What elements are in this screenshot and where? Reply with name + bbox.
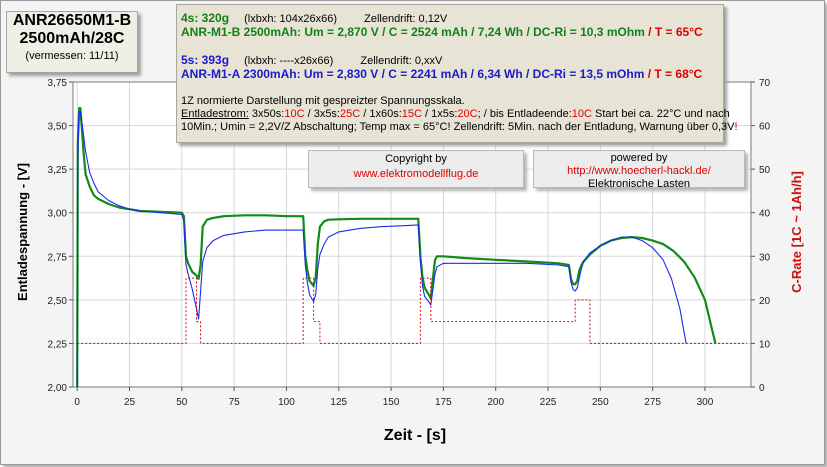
rate-10c: 10C bbox=[284, 108, 305, 120]
powered-label: powered by bbox=[610, 152, 668, 164]
y2-tick-label: 10 bbox=[759, 339, 771, 350]
x-tick-label: 175 bbox=[435, 397, 452, 408]
info-row-4: ANR-M1-A 2300mAh: Um = 2,830 V / C = 224… bbox=[181, 68, 702, 80]
title-line2: 2500mAh/28C bbox=[19, 30, 125, 47]
x-tick-label: 50 bbox=[176, 397, 188, 408]
series-line-c-rate bbox=[77, 277, 747, 344]
x-tick-label: 125 bbox=[330, 397, 347, 408]
pack-b-drift: Zellendrift: 0,12V bbox=[364, 13, 448, 25]
powered-box: powered by http://www.hoecherl-hackl.de/… bbox=[533, 150, 745, 190]
pack-b-weight: 4s: 320g bbox=[181, 11, 230, 25]
info-row-6: Entladestrom: 3x50s:10C / 3x5s:25C / 1x6… bbox=[181, 108, 730, 120]
start-temp: Start bei ca. 22°C und nach bbox=[591, 108, 730, 120]
copyright-url[interactable]: www.elektromodellflug.de bbox=[353, 168, 479, 180]
x-tick-label: 225 bbox=[540, 397, 557, 408]
info-box: 4s: 320g (lxbxh: 104x26x66) Zellendrift:… bbox=[176, 4, 738, 143]
x-tick-label: 300 bbox=[697, 397, 714, 408]
copyright-label: Copyright by bbox=[385, 153, 447, 165]
copyright-box: Copyright by www.elektromodellflug.de bbox=[308, 150, 524, 188]
pack-b-stats: ANR-M1-B 2500mAh: Um = 2,870 V / C = 252… bbox=[181, 25, 645, 39]
y2-tick-label: 0 bbox=[759, 383, 765, 394]
y-tick-label: 3,50 bbox=[48, 122, 68, 133]
x-tick-label: 250 bbox=[592, 397, 609, 408]
rate-end-10c: 10C bbox=[571, 108, 592, 120]
seg-1x60s: / 1x60s: bbox=[360, 108, 402, 120]
cutoff-note: 10Min.; Umin = 2,2V/Z Abschaltung; Temp … bbox=[181, 121, 735, 133]
pack-a-stats: ANR-M1-A 2300mAh: Um = 2,830 V / C = 224… bbox=[181, 67, 645, 81]
y-tick-label: 3,25 bbox=[48, 165, 68, 176]
pack-a-dimensions: (lxbxh: ----x26x66) bbox=[244, 55, 334, 67]
x-tick-label: 100 bbox=[278, 397, 295, 408]
title-line3: (vermessen: 11/11) bbox=[25, 50, 119, 62]
x-tick-label: 150 bbox=[383, 397, 400, 408]
series-line-anr-m1-a bbox=[76, 111, 687, 388]
x-tick-label: 75 bbox=[229, 397, 241, 408]
info-row-7: 10Min.; Umin = 2,2V/Z Abschaltung; Temp … bbox=[181, 121, 738, 133]
seg-1x5s: / 1x5s: bbox=[421, 108, 458, 120]
rate-15c: 15C bbox=[401, 108, 422, 120]
x-axis-label: Zeit - [s] bbox=[384, 427, 446, 444]
info-row-5: 1Z normierte Darstellung mit gespreizter… bbox=[181, 95, 465, 107]
title-box: ANR26650M1-B 2500mAh/28C (vermessen: 11/… bbox=[6, 11, 138, 73]
seg-end: ; / bis Entladeende: bbox=[477, 108, 572, 120]
tick-labels: 0 25 50 75 100 125 150 175 200 225 250 275 3002,002,… bbox=[48, 78, 771, 408]
y-axis-label: Entladespannung - [V] bbox=[15, 163, 30, 301]
info-row-2: ANR-M1-B 2500mAh: Um = 2,870 V / C = 252… bbox=[181, 26, 703, 38]
y-tick-label: 3,00 bbox=[48, 209, 68, 220]
y-tick-label: 2,00 bbox=[48, 383, 68, 394]
y2-tick-label: 40 bbox=[759, 209, 771, 220]
pack-a-temp: / T = 68°C bbox=[647, 67, 703, 81]
series bbox=[76, 106, 747, 388]
y-tick-label: 2,50 bbox=[48, 296, 68, 307]
seg-3x5s: / 3x5s: bbox=[304, 108, 340, 120]
y2-tick-label: 30 bbox=[759, 252, 771, 263]
x-tick-label: 0 bbox=[74, 397, 80, 408]
y2-tick-label: 70 bbox=[759, 78, 771, 89]
warning-mark: ! bbox=[734, 121, 738, 133]
y2-tick-label: 50 bbox=[759, 165, 771, 176]
y2-tick-label: 60 bbox=[759, 122, 771, 133]
powered-url[interactable]: http://www.hoecherl-hackl.de/ bbox=[567, 165, 711, 177]
x-tick-label: 275 bbox=[644, 397, 661, 408]
pack-a-weight: 5s: 393g bbox=[181, 53, 230, 67]
title-line1: ANR26650M1-B bbox=[12, 12, 132, 29]
x-tick-label: 25 bbox=[124, 397, 136, 408]
y-tick-label: 3,75 bbox=[48, 78, 68, 89]
y2-tick-label: 20 bbox=[759, 296, 771, 307]
x-tick-label: 200 bbox=[487, 397, 504, 408]
y2-axis-label: C-Rate [1C ~ 1Ah/h] bbox=[789, 171, 804, 293]
powered-name: Elektronische Lasten bbox=[587, 178, 691, 190]
pack-a-drift: Zellendrift: 0,xxV bbox=[360, 55, 443, 67]
info-row-1: 4s: 320g (lxbxh: 104x26x66) Zellendrift:… bbox=[181, 12, 447, 25]
pack-b-temp: / T = 65°C bbox=[648, 25, 703, 39]
seg-3x50s: 3x50s: bbox=[248, 108, 285, 120]
discharge-current-label: Entladestrom: bbox=[181, 108, 249, 120]
pack-b-dimensions: (lxbxh: 104x26x66) bbox=[244, 13, 338, 25]
y-tick-label: 2,25 bbox=[48, 339, 68, 350]
rate-25c: 25C bbox=[340, 108, 361, 120]
y-tick-label: 2,75 bbox=[48, 252, 68, 263]
info-row-3: 5s: 393g (lxbxh: ----x26x66) Zellendrift… bbox=[181, 54, 442, 67]
rate-20c: 20C bbox=[457, 108, 478, 120]
